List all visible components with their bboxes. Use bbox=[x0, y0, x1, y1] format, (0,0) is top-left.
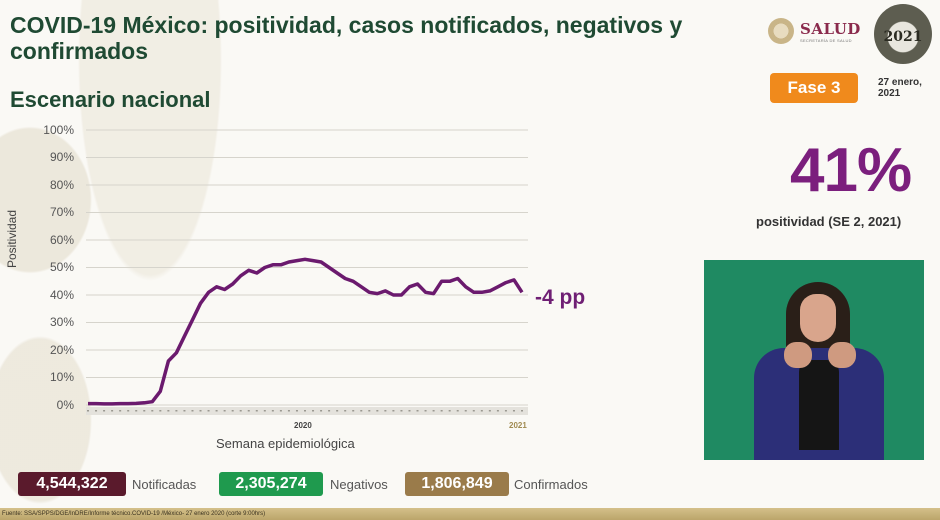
x-axis-label: Semana epidemiológica bbox=[216, 436, 355, 451]
logo-text: SALUD bbox=[800, 19, 861, 38]
national-seal-icon bbox=[768, 18, 794, 44]
positivity-label: positividad (SE 2, 2021) bbox=[756, 214, 902, 229]
confirmados-label: Confirmados bbox=[514, 477, 588, 492]
sign-language-interpreter-video bbox=[704, 260, 924, 460]
negativos-value: 2,305,274 bbox=[219, 472, 323, 496]
y-tick: 90% bbox=[49, 150, 74, 164]
positivity-line-chart bbox=[86, 129, 528, 415]
y-tick: 60% bbox=[49, 233, 74, 247]
y-tick: 70% bbox=[49, 205, 74, 219]
page-title: COVID-19 México: positividad, casos noti… bbox=[10, 12, 683, 64]
notificadas-value: 4,544,322 bbox=[18, 472, 126, 496]
source-footer: Fuente: SSA/SPPS/DGE/InDRE/Informe técni… bbox=[0, 508, 940, 520]
salud-logo: SALUD SECRETARÍA DE SALUD bbox=[768, 18, 861, 44]
gridlines bbox=[86, 129, 528, 406]
y-tick: 50% bbox=[49, 260, 74, 274]
y-tick: 100% bbox=[43, 123, 74, 137]
y-tick: 30% bbox=[49, 315, 74, 329]
date-year: 2021 bbox=[878, 88, 901, 99]
year-label-2020: 2020 bbox=[294, 421, 312, 430]
positivity-value: 41% bbox=[790, 136, 912, 205]
y-tick: 80% bbox=[49, 178, 74, 192]
x-axis-band bbox=[86, 407, 528, 415]
chart-subtitle: Escenario nacional bbox=[10, 87, 211, 112]
y-tick: 10% bbox=[49, 370, 74, 384]
year-label-2021: 2021 bbox=[509, 421, 527, 430]
phase-badge: Fase 3 bbox=[770, 73, 858, 103]
badge-year: 2021 bbox=[883, 29, 923, 45]
y-tick: 20% bbox=[49, 343, 74, 357]
year-badge-icon: 2021 bbox=[874, 4, 932, 64]
date-day: 27 enero, bbox=[878, 77, 922, 88]
notificadas-label: Notificadas bbox=[132, 477, 197, 492]
y-tick: 40% bbox=[49, 288, 74, 302]
confirmados-value: 1,806,849 bbox=[405, 472, 509, 496]
delta-annotation: -4 pp bbox=[535, 286, 586, 309]
y-tick: 0% bbox=[56, 398, 74, 412]
background-pattern bbox=[0, 0, 300, 520]
totals-legend: 4,544,322 Notificadas 2,305,274 Negativo… bbox=[0, 472, 620, 496]
positivity-series-line bbox=[88, 257, 524, 406]
report-date: 27 enero, 2021 bbox=[878, 77, 922, 99]
logo-subtext: SECRETARÍA DE SALUD bbox=[800, 37, 852, 43]
negativos-label: Negativos bbox=[330, 477, 388, 492]
x-ticks bbox=[87, 410, 523, 412]
